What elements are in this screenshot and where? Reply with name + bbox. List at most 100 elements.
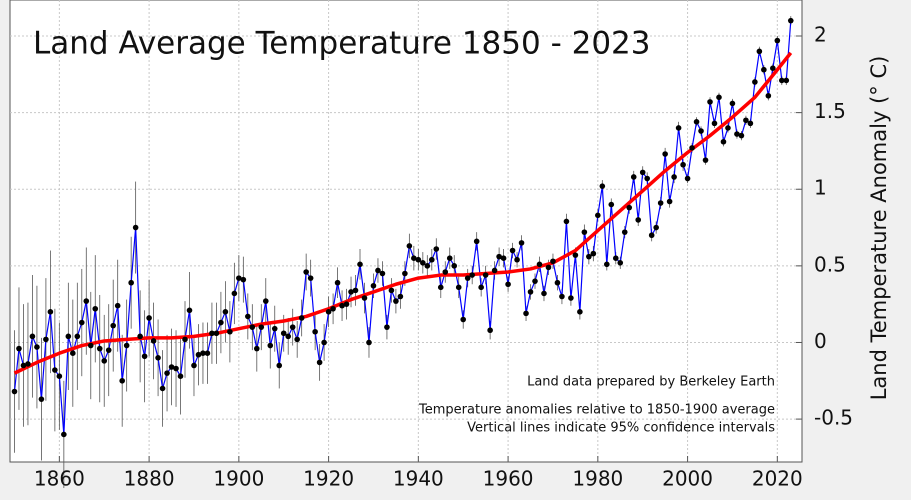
data-point xyxy=(388,287,395,294)
data-point xyxy=(545,264,552,271)
data-point xyxy=(635,217,642,223)
data-point xyxy=(743,117,749,124)
y-tick-label: 1.5 xyxy=(814,99,846,123)
data-point xyxy=(420,259,426,266)
data-point xyxy=(433,246,440,252)
data-point xyxy=(61,431,67,438)
data-point xyxy=(397,293,404,300)
data-point xyxy=(195,351,202,358)
x-tick-label: 1900 xyxy=(213,467,264,491)
annotation: Land data prepared by Berkeley Earth xyxy=(527,375,775,390)
data-point xyxy=(231,290,238,297)
data-point xyxy=(644,175,650,182)
data-point xyxy=(509,247,516,254)
data-point xyxy=(662,151,668,157)
data-point xyxy=(78,319,85,326)
data-point xyxy=(321,339,327,346)
data-point xyxy=(43,336,49,343)
data-point xyxy=(523,310,529,317)
data-point xyxy=(774,37,781,44)
data-point xyxy=(173,365,179,372)
data-point xyxy=(316,359,323,366)
data-point xyxy=(590,250,597,257)
data-point xyxy=(612,255,619,261)
data-point xyxy=(280,330,287,337)
data-point xyxy=(698,128,704,134)
data-point xyxy=(352,287,359,294)
data-point xyxy=(554,279,561,286)
data-point xyxy=(648,232,655,239)
data-point xyxy=(514,256,520,263)
data-point xyxy=(424,263,431,269)
data-point xyxy=(464,275,471,281)
data-point xyxy=(245,313,251,320)
data-point xyxy=(630,174,637,180)
data-point xyxy=(276,362,283,369)
data-point xyxy=(491,267,498,274)
x-tick-label: 1980 xyxy=(572,467,623,491)
x-tick-label: 2020 xyxy=(752,467,803,491)
data-point xyxy=(693,119,700,125)
data-point xyxy=(110,322,117,329)
data-point xyxy=(262,298,269,304)
y-tick-label: 0 xyxy=(814,329,827,353)
data-point xyxy=(137,333,143,340)
y-tick-label: 2 xyxy=(814,23,827,47)
data-point xyxy=(74,333,81,340)
data-point xyxy=(146,315,152,321)
y-tick-label: -0.5 xyxy=(814,406,853,430)
x-tick-label: 1860 xyxy=(34,467,85,491)
data-point xyxy=(227,328,233,335)
data-point xyxy=(339,302,345,309)
data-point xyxy=(47,309,54,315)
annotation: Temperature anomalies relative to 1850-1… xyxy=(418,403,775,418)
data-point xyxy=(599,183,606,189)
data-point xyxy=(236,275,242,281)
data-point xyxy=(258,324,265,330)
data-point xyxy=(702,157,709,163)
data-point xyxy=(684,175,691,182)
data-point xyxy=(11,388,18,395)
data-point xyxy=(783,77,790,84)
data-point xyxy=(725,125,731,131)
data-point xyxy=(20,362,27,369)
data-point xyxy=(204,350,211,357)
data-point xyxy=(375,267,381,274)
data-point xyxy=(16,345,22,352)
data-point xyxy=(626,204,633,211)
data-point xyxy=(500,255,507,261)
data-point xyxy=(671,174,677,180)
data-point xyxy=(191,362,197,369)
data-point xyxy=(357,261,363,268)
data-point xyxy=(334,279,341,286)
x-tick-label: 2000 xyxy=(662,467,713,491)
data-point xyxy=(164,370,170,376)
data-point xyxy=(761,66,767,73)
y-axis-label: Land Temperature Anomaly (° C) xyxy=(867,56,891,401)
data-point xyxy=(482,272,489,278)
data-point xyxy=(411,255,417,261)
data-point xyxy=(253,345,260,352)
data-point xyxy=(770,65,776,71)
data-point xyxy=(536,261,543,268)
data-point xyxy=(83,298,90,304)
data-point xyxy=(361,295,368,301)
data-point xyxy=(105,347,112,353)
data-point xyxy=(393,298,399,304)
plot-area xyxy=(9,0,803,463)
data-point xyxy=(415,256,422,263)
data-point xyxy=(128,279,134,286)
data-point xyxy=(518,240,525,246)
data-point xyxy=(402,270,408,277)
data-point xyxy=(478,284,484,291)
data-point xyxy=(446,255,453,261)
data-point xyxy=(765,92,772,99)
data-point xyxy=(541,290,547,297)
data-point xyxy=(437,284,444,291)
data-point xyxy=(487,327,493,334)
data-point xyxy=(675,125,682,131)
data-point xyxy=(384,324,390,330)
data-point xyxy=(586,253,592,260)
data-point xyxy=(680,161,686,168)
